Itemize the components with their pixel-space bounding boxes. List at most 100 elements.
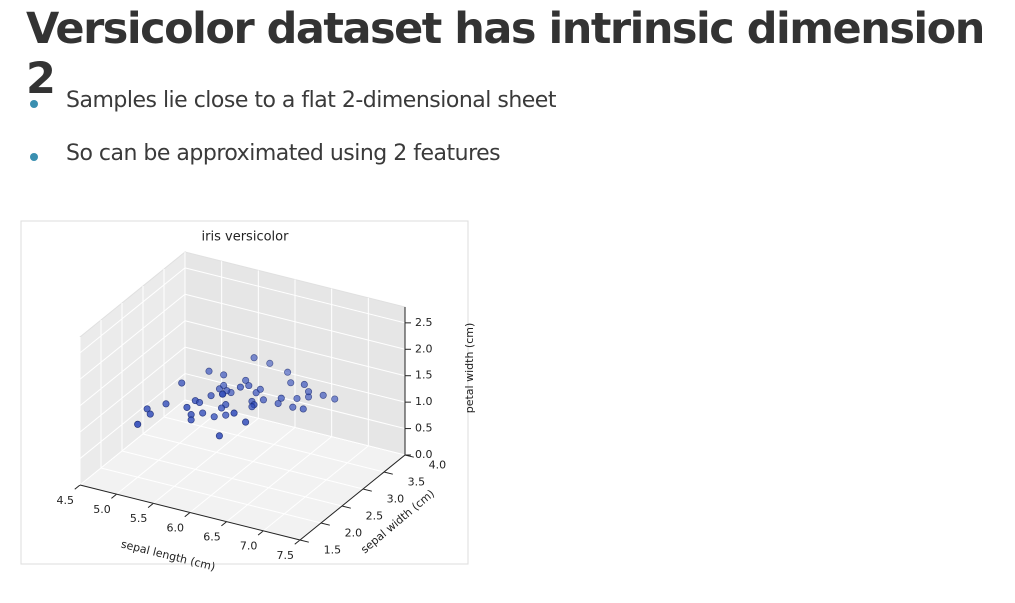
point bbox=[304, 388, 313, 396]
point bbox=[199, 409, 207, 417]
point bbox=[256, 385, 264, 393]
x-tick-label: 7.5 bbox=[277, 549, 295, 562]
point bbox=[210, 413, 218, 421]
point bbox=[242, 376, 250, 384]
grid-line bbox=[184, 267, 406, 324]
tick-mark bbox=[383, 471, 393, 475]
y-tick-label: 3.5 bbox=[408, 476, 426, 489]
x-tick-label: 6.0 bbox=[167, 521, 185, 534]
point bbox=[220, 371, 228, 379]
point bbox=[289, 403, 297, 411]
point bbox=[284, 368, 292, 376]
y-tick-label: 4.0 bbox=[429, 459, 447, 472]
point bbox=[220, 381, 228, 390]
tick-mark bbox=[341, 505, 351, 509]
grid-line bbox=[79, 293, 186, 380]
point bbox=[187, 416, 195, 424]
point bbox=[236, 383, 244, 391]
grid-line bbox=[142, 433, 364, 490]
point bbox=[178, 379, 186, 387]
point bbox=[250, 354, 258, 362]
grid-line bbox=[184, 346, 406, 403]
y-tick-label: 2.5 bbox=[366, 510, 384, 523]
grid-line bbox=[121, 450, 343, 507]
grid-line bbox=[153, 417, 259, 504]
bullet: So can be approximated using 2 features bbox=[28, 141, 556, 194]
point bbox=[245, 382, 253, 390]
point bbox=[248, 403, 256, 411]
x-tick-label: 5.0 bbox=[93, 503, 111, 516]
bullet: Samples lie close to a flat 2-dimensiona… bbox=[28, 88, 556, 141]
tick-mark bbox=[221, 521, 227, 527]
y-tick-label: 2.0 bbox=[345, 527, 363, 540]
point bbox=[183, 403, 191, 411]
point bbox=[287, 379, 295, 387]
point bbox=[143, 405, 151, 413]
point bbox=[162, 400, 170, 408]
x-tick-label: 4.5 bbox=[57, 494, 75, 507]
point bbox=[266, 359, 274, 367]
slide-title: Versicolor dataset has intrinsic dimensi… bbox=[26, 4, 985, 104]
point bbox=[319, 391, 327, 399]
z-tick-label: 1.0 bbox=[415, 395, 433, 408]
grid-line bbox=[79, 346, 186, 433]
tick-mark bbox=[257, 530, 264, 536]
point bbox=[230, 409, 238, 417]
grid-line bbox=[184, 293, 406, 350]
point bbox=[195, 398, 204, 407]
grid-line bbox=[189, 427, 296, 513]
point bbox=[277, 394, 285, 402]
plot-area: 4.55.05.56.06.57.07.5 1.52.02.53.03.54.00… bbox=[57, 250, 447, 562]
point bbox=[274, 399, 282, 408]
tick-mark bbox=[184, 512, 191, 518]
z-axis-label: petal width (cm) bbox=[463, 323, 476, 414]
grid-line bbox=[79, 373, 186, 459]
point bbox=[205, 367, 213, 375]
tick-mark bbox=[294, 539, 301, 545]
z-tick-label: 0.0 bbox=[415, 448, 433, 461]
point bbox=[219, 390, 227, 398]
y-tick-label: 3.0 bbox=[387, 493, 405, 506]
point bbox=[293, 394, 301, 403]
grid-line bbox=[100, 467, 322, 524]
point bbox=[215, 432, 223, 440]
point bbox=[222, 411, 230, 419]
tick-mark bbox=[320, 522, 330, 526]
chart-title: iris versicolor bbox=[202, 230, 290, 245]
point bbox=[259, 396, 268, 404]
z-tick-label: 0.5 bbox=[415, 422, 433, 435]
x-tick-label: 6.5 bbox=[203, 531, 221, 544]
grid-line bbox=[116, 408, 222, 495]
point bbox=[300, 380, 308, 389]
x-tick-label: 7.0 bbox=[240, 540, 258, 553]
z-tick-label: 2.0 bbox=[415, 342, 433, 355]
point bbox=[299, 405, 307, 413]
z-tick-label: 1.5 bbox=[415, 369, 433, 382]
point bbox=[217, 404, 226, 412]
bullet-list: Samples lie close to a flat 2-dimensiona… bbox=[28, 88, 556, 194]
grid-line bbox=[263, 445, 369, 532]
point bbox=[242, 418, 250, 426]
point bbox=[146, 410, 154, 418]
grid-line bbox=[184, 320, 406, 377]
y-tick-label: 1.5 bbox=[324, 544, 342, 557]
tick-mark bbox=[299, 539, 309, 543]
axis-line bbox=[79, 484, 301, 541]
tick-mark bbox=[74, 484, 81, 490]
point bbox=[207, 392, 215, 400]
grid-line bbox=[163, 416, 385, 473]
point bbox=[134, 420, 142, 428]
grid-line bbox=[79, 267, 186, 354]
tick-mark bbox=[111, 493, 117, 499]
tick-mark bbox=[362, 488, 372, 492]
tick-mark bbox=[147, 502, 154, 508]
axis-line bbox=[299, 454, 406, 541]
x-tick-label: 5.5 bbox=[130, 512, 148, 525]
point bbox=[331, 395, 339, 403]
grid-line bbox=[79, 399, 186, 486]
grid-line bbox=[79, 320, 186, 407]
z-tick-label: 2.5 bbox=[415, 316, 433, 329]
grid-line bbox=[226, 436, 332, 523]
